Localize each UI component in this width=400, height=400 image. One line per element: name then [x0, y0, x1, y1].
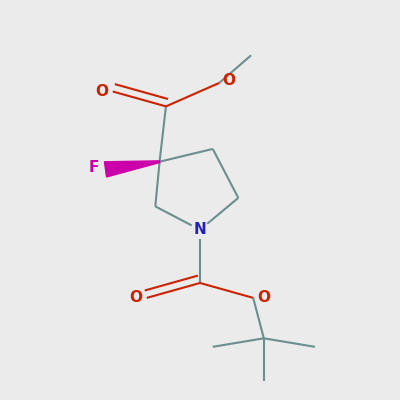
- Text: O: O: [129, 290, 142, 305]
- Text: N: N: [194, 222, 206, 237]
- Text: O: O: [222, 73, 235, 88]
- Text: F: F: [88, 160, 99, 175]
- Polygon shape: [104, 161, 160, 177]
- Text: O: O: [257, 290, 270, 305]
- Text: O: O: [96, 84, 109, 99]
